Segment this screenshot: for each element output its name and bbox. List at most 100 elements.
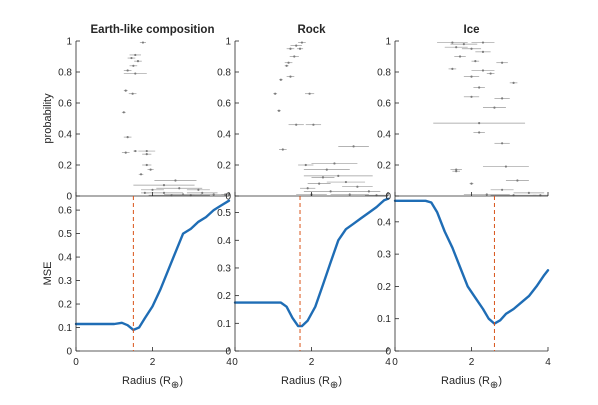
data-point — [126, 69, 129, 72]
mse-curve — [233, 197, 390, 328]
data-point — [143, 191, 146, 194]
data-point — [308, 92, 311, 95]
data-point — [287, 61, 290, 64]
data-point — [145, 153, 148, 156]
data-point — [501, 142, 504, 145]
data-point — [333, 162, 336, 165]
x-axis-label: Radius (R⊕) — [281, 375, 342, 391]
data-point — [162, 184, 166, 187]
y-tick-label: 0.4 — [58, 253, 72, 264]
data-point — [131, 92, 134, 95]
data-point — [122, 111, 125, 114]
data-point — [304, 163, 307, 167]
data-point — [478, 131, 481, 134]
x-tick-label: 4 — [545, 357, 551, 368]
data-point — [470, 47, 473, 50]
x-axis-label-main: Radius (R — [281, 375, 330, 387]
y-tick-label: 0.2 — [217, 161, 231, 172]
data-point — [337, 174, 340, 177]
x-tick-label: 2 — [150, 357, 156, 368]
y-tick-label: 0.2 — [58, 300, 72, 311]
data-point — [136, 60, 140, 63]
data-point — [501, 188, 504, 191]
x-axis-label: Radius (R⊕) — [122, 375, 183, 391]
data-point — [325, 168, 328, 171]
y-axis-label-mse: MSE — [42, 262, 54, 286]
data-point — [134, 53, 137, 57]
x-axis-label-main: Radius (R — [441, 375, 490, 387]
data-point — [321, 176, 325, 179]
y-tick-label: 0.1 — [377, 314, 391, 325]
y-tick-label: 0.8 — [377, 68, 391, 79]
probability-axes: 0 0.2 0.4 0.6 0.8 1 — [377, 37, 549, 203]
data-point — [470, 182, 473, 185]
data-point — [151, 188, 154, 191]
data-point — [130, 56, 133, 60]
data-point — [455, 46, 458, 49]
data-point — [145, 163, 148, 167]
data-point — [470, 95, 473, 98]
data-point — [277, 109, 281, 112]
data-point — [134, 72, 137, 75]
data-point — [139, 173, 143, 176]
x-tick-label: 0 — [232, 357, 238, 368]
data-point — [470, 75, 473, 78]
data-point — [501, 61, 504, 64]
data-point — [149, 168, 152, 171]
y-tick-label: 0.8 — [217, 68, 231, 79]
panel-3: Ice 0 0.2 0.4 0.6 0.8 1 0 0.1 0.2 0.3 0.4 0 2 4 Radius … — [377, 24, 551, 391]
y-tick-label: 0.5 — [58, 229, 72, 240]
data-point — [124, 89, 127, 92]
data-point — [516, 179, 519, 182]
data-point — [352, 145, 355, 148]
data-point — [300, 41, 304, 44]
y-tick-label: 0 — [385, 347, 391, 358]
y-tick-label: 0.4 — [217, 130, 231, 141]
data-point — [474, 60, 477, 63]
y-tick-label: 0.2 — [217, 291, 231, 302]
data-point — [306, 187, 309, 190]
data-point — [141, 41, 145, 44]
panel-1: Earth-like composition 0 0.2 0.4 0.6 0.8 1 0 0.1… — [58, 24, 232, 391]
mse-curve — [74, 199, 231, 332]
data-point — [289, 47, 292, 50]
data-point — [344, 180, 348, 184]
data-point — [293, 55, 296, 58]
data-point — [224, 193, 227, 196]
y-tick-label: 0.2 — [58, 161, 72, 172]
data-point — [162, 191, 166, 194]
data-point — [178, 187, 181, 190]
data-point — [501, 97, 504, 100]
probability-axes: 0 0.2 0.4 0.6 0.8 1 — [58, 37, 230, 203]
y-tick-label: 0.1 — [217, 319, 231, 330]
y-axis-label-probability: probability — [42, 93, 54, 144]
y-tick-label: 0 — [66, 192, 72, 203]
data-point — [298, 47, 302, 50]
data-point — [285, 64, 288, 67]
data-point — [504, 165, 508, 168]
data-point — [493, 106, 496, 109]
y-tick-label: 0 — [66, 347, 72, 358]
data-point — [451, 41, 454, 44]
data-point — [481, 50, 485, 53]
data-point — [478, 122, 481, 125]
y-tick-label: 0.6 — [377, 99, 391, 110]
data-point — [329, 190, 332, 193]
data-point — [312, 123, 315, 126]
data-point — [274, 92, 277, 95]
x-axis-label-main: Radius (R — [122, 375, 171, 387]
data-point — [134, 149, 137, 153]
panel-title: Rock — [297, 24, 326, 36]
data-point — [451, 67, 454, 70]
data-point — [356, 185, 359, 188]
x-tick-label: 2 — [309, 357, 315, 368]
y-tick-label: 0.6 — [217, 99, 231, 110]
y-tick-label: 0.1 — [58, 323, 72, 334]
data-point — [512, 81, 515, 84]
data-point — [174, 179, 177, 182]
y-tick-label: 0.3 — [58, 276, 72, 287]
x-axis-label: Radius (R⊕) — [441, 375, 502, 391]
panel-2: Rock 0 0.2 0.4 0.6 0.8 1 0 0.1 0.2 0.3 0.4 0.5 0 2 4 Rad… — [217, 24, 391, 391]
probability-axes: 0 0.2 0.4 0.6 0.8 1 — [217, 37, 389, 203]
